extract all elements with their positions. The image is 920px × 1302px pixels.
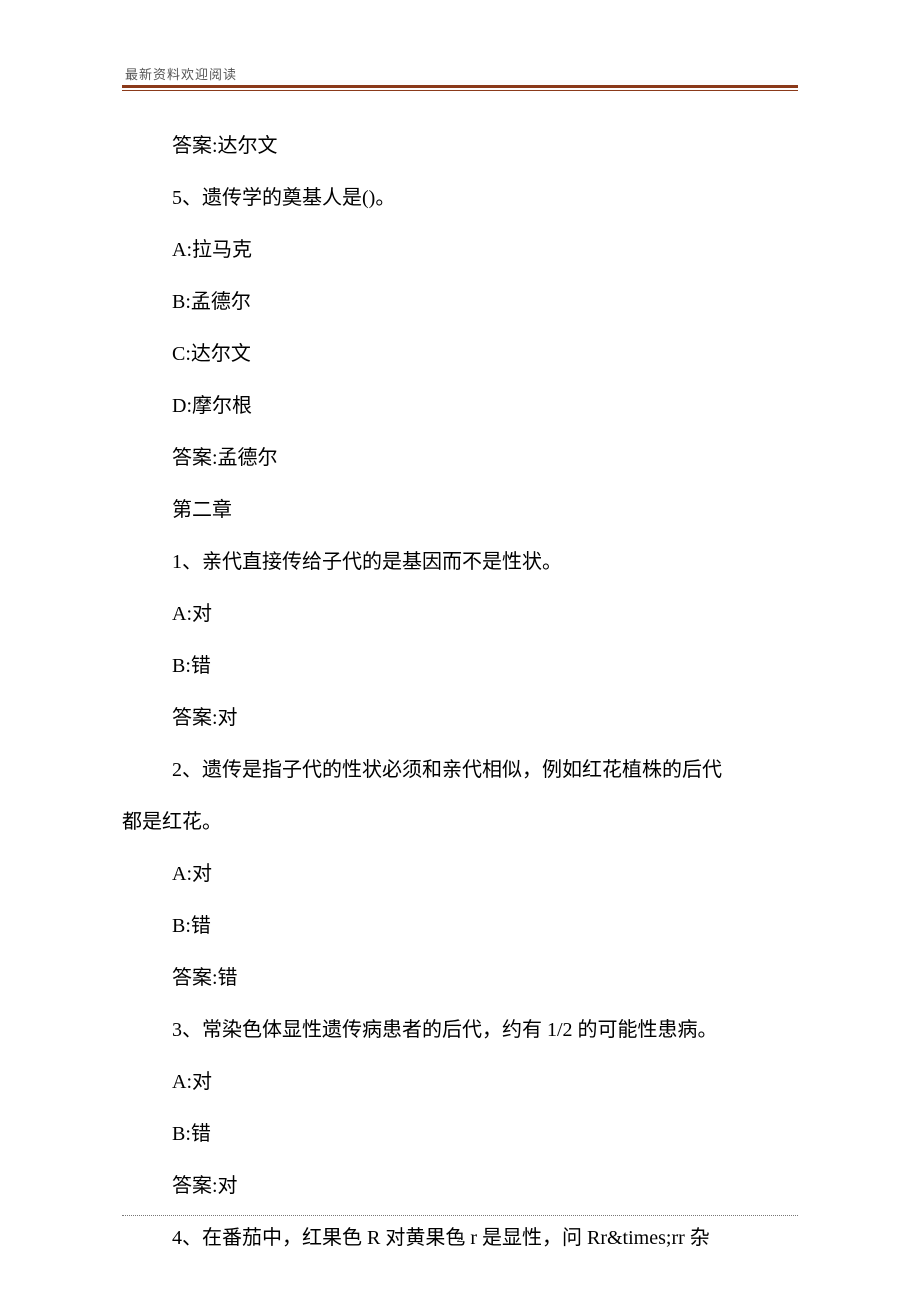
- body-line: A:对: [122, 1056, 798, 1108]
- rule-thin: [122, 90, 798, 91]
- header-note: 最新资料欢迎阅读: [125, 64, 237, 83]
- body-line: D:摩尔根: [122, 380, 798, 432]
- body-line: 答案:对: [122, 1160, 798, 1212]
- body-line: 第二章: [122, 484, 798, 536]
- body-line: 2、遗传是指子代的性状必须和亲代相似，例如红花植株的后代: [122, 744, 798, 796]
- body-line: A:对: [122, 848, 798, 900]
- body-line: 1、亲代直接传给子代的是基因而不是性状。: [122, 536, 798, 588]
- footer-rule: [122, 1215, 798, 1216]
- body-line: B:错: [122, 640, 798, 692]
- document-body: 答案:达尔文 5、遗传学的奠基人是()。 A:拉马克 B:孟德尔 C:达尔文 D…: [122, 120, 798, 1264]
- body-line: B:错: [122, 900, 798, 952]
- body-line: 答案:孟德尔: [122, 432, 798, 484]
- document-page: 最新资料欢迎阅读 答案:达尔文 5、遗传学的奠基人是()。 A:拉马克 B:孟德…: [0, 0, 920, 1302]
- body-line: 答案:达尔文: [122, 120, 798, 172]
- body-line: 答案:对: [122, 692, 798, 744]
- body-line: B:孟德尔: [122, 276, 798, 328]
- body-line: B:错: [122, 1108, 798, 1160]
- body-line: 答案:错: [122, 952, 798, 1004]
- body-line-wrap: 都是红花。: [122, 796, 798, 848]
- body-line: A:对: [122, 588, 798, 640]
- body-line: 5、遗传学的奠基人是()。: [122, 172, 798, 224]
- page-number: 2: [0, 1231, 920, 1247]
- body-line: 3、常染色体显性遗传病患者的后代，约有 1/2 的可能性患病。: [122, 1004, 798, 1056]
- header-rules: [122, 85, 798, 91]
- body-line: A:拉马克: [122, 224, 798, 276]
- body-line: C:达尔文: [122, 328, 798, 380]
- rule-thick: [122, 85, 798, 88]
